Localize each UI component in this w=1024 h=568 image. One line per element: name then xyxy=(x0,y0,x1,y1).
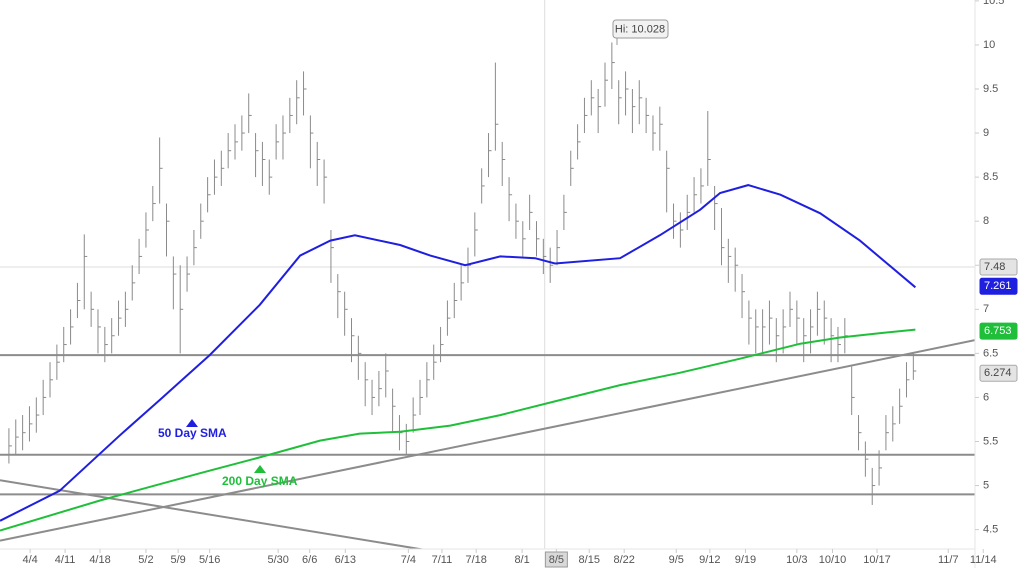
x-tick-label: 6/6 xyxy=(302,554,317,566)
y-tick-label: 6.5 xyxy=(983,347,998,359)
y-tick-label: 5 xyxy=(983,479,989,491)
high-label: Hi: 10.028 xyxy=(615,23,665,35)
price-tag xyxy=(979,364,1018,382)
annotations: Hi: 10.028 50 Day SMA 200 Day SMA xyxy=(158,19,669,488)
sma50-marker xyxy=(186,419,198,427)
x-tick-label: 10/10 xyxy=(819,554,847,566)
x-tick-label: 5/16 xyxy=(199,554,220,566)
y-tick-label: 8 xyxy=(983,215,989,227)
x-tick-label: 7/11 xyxy=(432,554,453,566)
x-tick-label: 8/15 xyxy=(579,554,600,566)
price-tag-label: 6.753 xyxy=(984,325,1012,337)
x-tick-label: 4/11 xyxy=(55,554,76,566)
plot-area xyxy=(0,0,975,549)
x-tick-label: 10/17 xyxy=(863,554,891,566)
x-tick-label: 5/2 xyxy=(138,554,153,566)
sma200-label: 200 Day SMA xyxy=(222,474,298,488)
y-tick-label: 4.5 xyxy=(983,524,998,536)
y-tick-label: 5.5 xyxy=(983,435,998,447)
x-tick-label: 8/1 xyxy=(514,554,529,566)
price-tag-label: 7.48 xyxy=(984,261,1005,273)
price-tag-label: 7.261 xyxy=(984,280,1012,292)
x-tick-label: 9/19 xyxy=(735,554,756,566)
x-tick-label: 8/22 xyxy=(613,554,634,566)
x-tick-label: 5/9 xyxy=(170,554,185,566)
x-tick-label: 10/3 xyxy=(786,554,807,566)
x-tick-label: 8/5 xyxy=(549,554,564,566)
price-tag-label: 6.274 xyxy=(984,367,1012,379)
axes: 4.555.566.577.588.599.51010.54/44/114/18… xyxy=(22,0,1018,568)
x-tick-label: 9/5 xyxy=(669,554,684,566)
sma200-marker xyxy=(254,465,266,473)
x-tick-label: 4/18 xyxy=(89,554,110,566)
high-label-box xyxy=(612,19,669,39)
price-tag xyxy=(979,277,1018,295)
x-tick-label: 9/12 xyxy=(699,554,720,566)
x-tick-label: 7/4 xyxy=(401,554,416,566)
y-tick-label: 6 xyxy=(983,391,989,403)
trendline xyxy=(0,479,426,549)
x-tick-label: 5/30 xyxy=(267,554,288,566)
y-tick-label: 7 xyxy=(983,303,989,315)
x-tick-label: 11/14 xyxy=(970,554,997,566)
price-tag xyxy=(979,258,1018,276)
x-tick-label: 4/4 xyxy=(22,554,37,566)
y-tick-label: 9 xyxy=(983,127,989,139)
y-tick-label: 10.5 xyxy=(983,0,1004,7)
price-tag xyxy=(979,322,1018,340)
x-tick-highlight xyxy=(544,551,568,568)
sma-line xyxy=(0,328,916,532)
y-tick-label: 10 xyxy=(983,39,995,51)
x-tick-label: 6/13 xyxy=(335,554,356,566)
x-tick-label: 7/18 xyxy=(465,554,486,566)
y-tick-label: 8.5 xyxy=(983,171,998,183)
x-tick-label: 11/7 xyxy=(938,554,959,566)
y-tick-label: 9.5 xyxy=(983,83,998,95)
sma50-label: 50 Day SMA xyxy=(158,426,227,440)
sma-line xyxy=(0,184,917,522)
